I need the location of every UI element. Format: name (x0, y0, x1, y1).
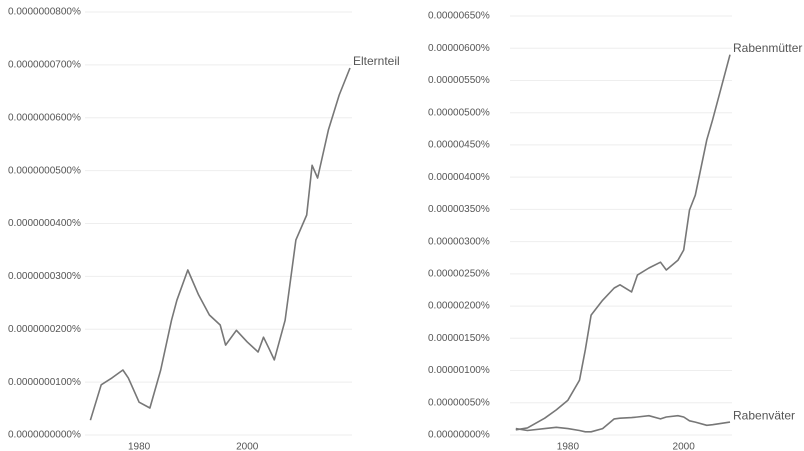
y-tick-label: 0.0000000000% (8, 430, 81, 441)
y-tick-label: 0.00000400% (428, 172, 490, 183)
y-tick-label: 0.00000350% (428, 204, 490, 215)
y-tick-label: 0.0000000600% (8, 112, 81, 123)
y-tick-label: 0.00000100% (428, 365, 490, 376)
x-tick-label: 1980 (557, 442, 580, 451)
y-tick-label: 0.00000550% (428, 75, 490, 86)
y-tick-label: 0.00000000% (428, 430, 490, 441)
series-label: Rabenmütter (733, 41, 802, 55)
y-tick-label: 0.00000200% (428, 301, 490, 312)
series-line (515, 414, 731, 433)
y-tick-label: 0.0000000800% (8, 7, 81, 18)
y-tick-label: 0.00000650% (428, 11, 490, 22)
series-label: Rabenväter (733, 408, 795, 422)
x-tick-label: 2000 (673, 442, 696, 451)
x-tick-label: 2000 (236, 442, 259, 451)
y-tick-label: 0.0000000100% (8, 377, 81, 388)
y-tick-label: 0.0000000200% (8, 324, 81, 335)
y-tick-label: 0.00000300% (428, 236, 490, 247)
y-tick-label: 0.00000150% (428, 333, 490, 344)
y-tick-label: 0.0000000500% (8, 165, 81, 176)
y-tick-label: 0.00000600% (428, 43, 490, 54)
series-line (515, 54, 731, 431)
y-tick-label: 0.00000050% (428, 397, 490, 408)
y-tick-label: 0.00000250% (428, 268, 490, 279)
y-tick-label: 0.0000000700% (8, 60, 81, 71)
x-tick-label: 1980 (128, 442, 151, 451)
y-tick-label: 0.00000500% (428, 107, 490, 118)
y-tick-label: 0.0000000400% (8, 218, 81, 229)
y-tick-label: 0.0000000300% (8, 271, 81, 282)
series-label: Elternteil (353, 54, 400, 68)
y-tick-label: 0.00000450% (428, 140, 490, 151)
series-line (89, 67, 351, 421)
